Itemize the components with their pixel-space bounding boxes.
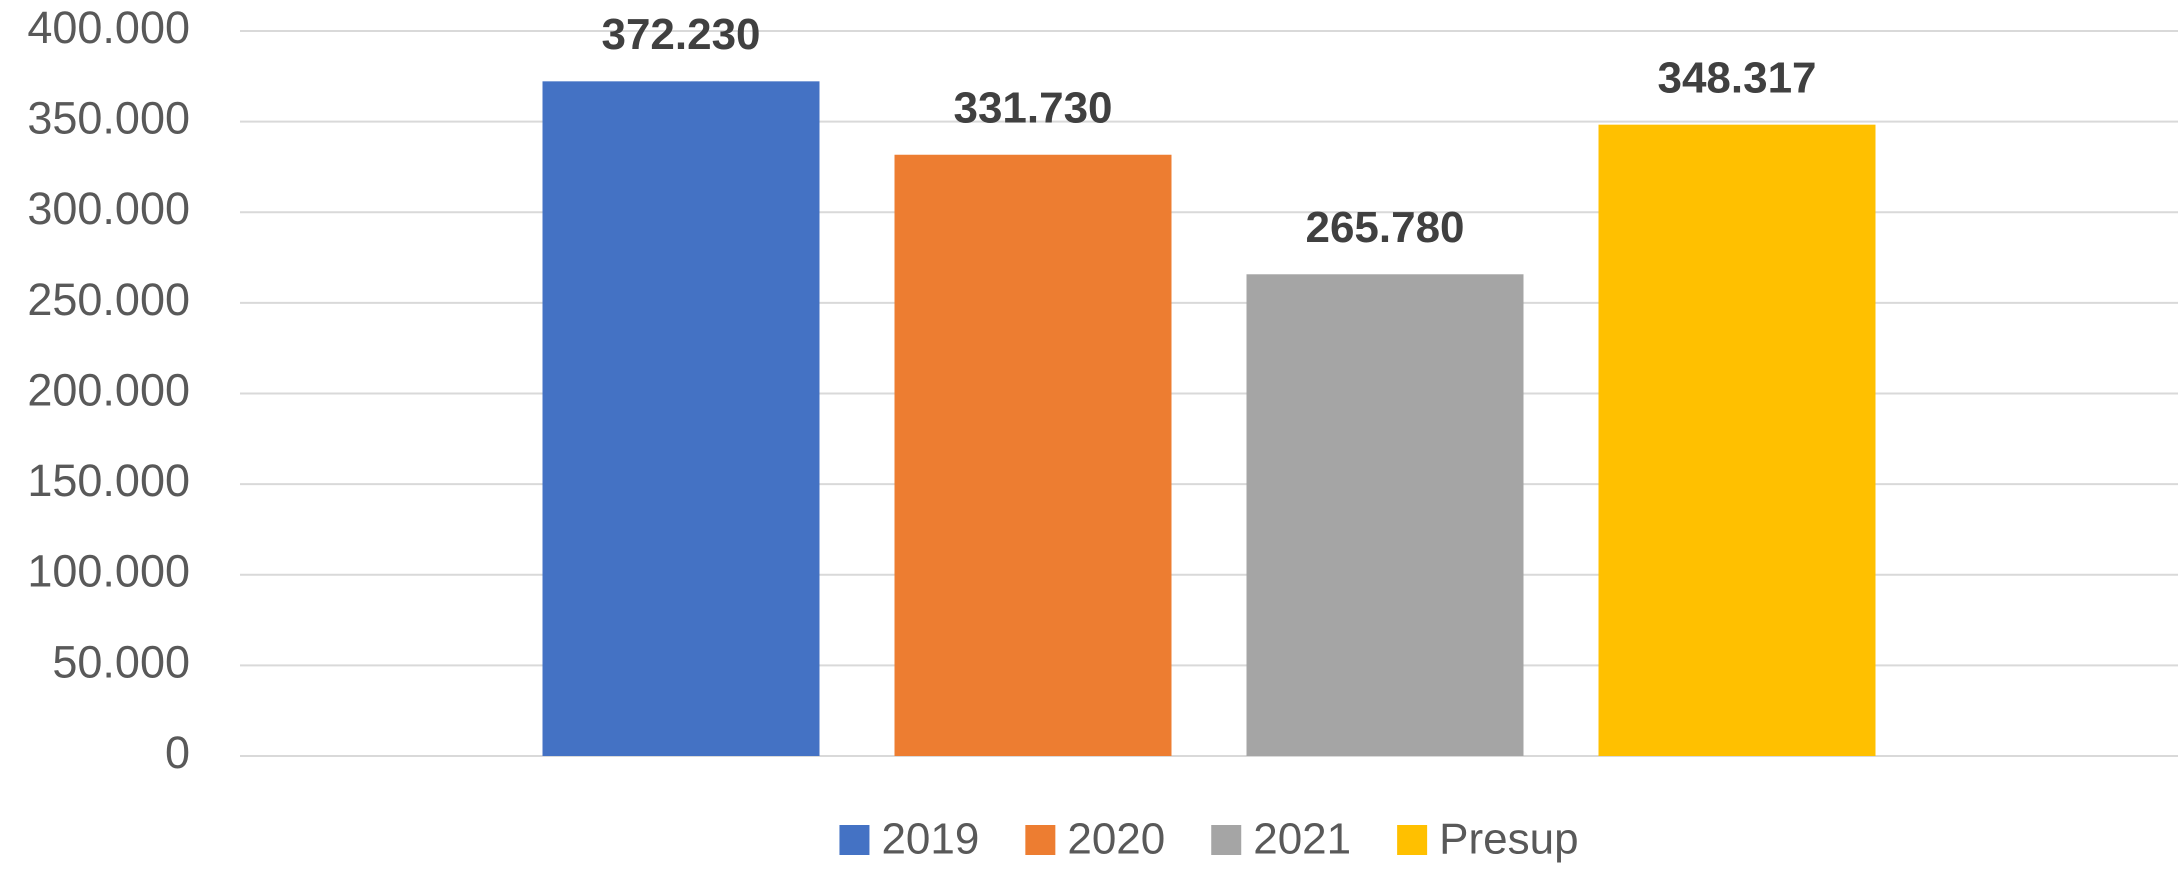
bar bbox=[894, 154, 1172, 756]
legend-label: Presup bbox=[1439, 815, 1578, 864]
legend-label: 2020 bbox=[1067, 815, 1165, 864]
value-label: 265.780 bbox=[1305, 203, 1464, 252]
y-tick-label: 100.000 bbox=[27, 546, 190, 597]
y-tick-label: 50.000 bbox=[52, 636, 190, 687]
y-tick-label: 200.000 bbox=[27, 364, 190, 415]
y-tick-label: 150.000 bbox=[27, 455, 190, 506]
legend-swatch bbox=[839, 825, 870, 855]
y-tick-label: 300.000 bbox=[27, 183, 190, 234]
y-tick-label: 0 bbox=[165, 727, 190, 778]
bar bbox=[1598, 124, 1876, 757]
value-label: 372.230 bbox=[601, 10, 760, 59]
value-label: 348.317 bbox=[1657, 53, 1816, 102]
y-tick-label: 350.000 bbox=[27, 93, 190, 144]
y-tick-label: 400.000 bbox=[27, 2, 190, 53]
value-label: 331.730 bbox=[953, 83, 1112, 132]
bar bbox=[1246, 274, 1524, 756]
legend-label: 2021 bbox=[1253, 815, 1351, 864]
legend-label: 2019 bbox=[881, 815, 979, 864]
y-tick-label: 250.000 bbox=[27, 274, 190, 325]
legend-swatch bbox=[1025, 825, 1056, 855]
bar bbox=[542, 81, 820, 756]
legend-swatch bbox=[1397, 825, 1428, 855]
legend-swatch bbox=[1211, 825, 1242, 855]
